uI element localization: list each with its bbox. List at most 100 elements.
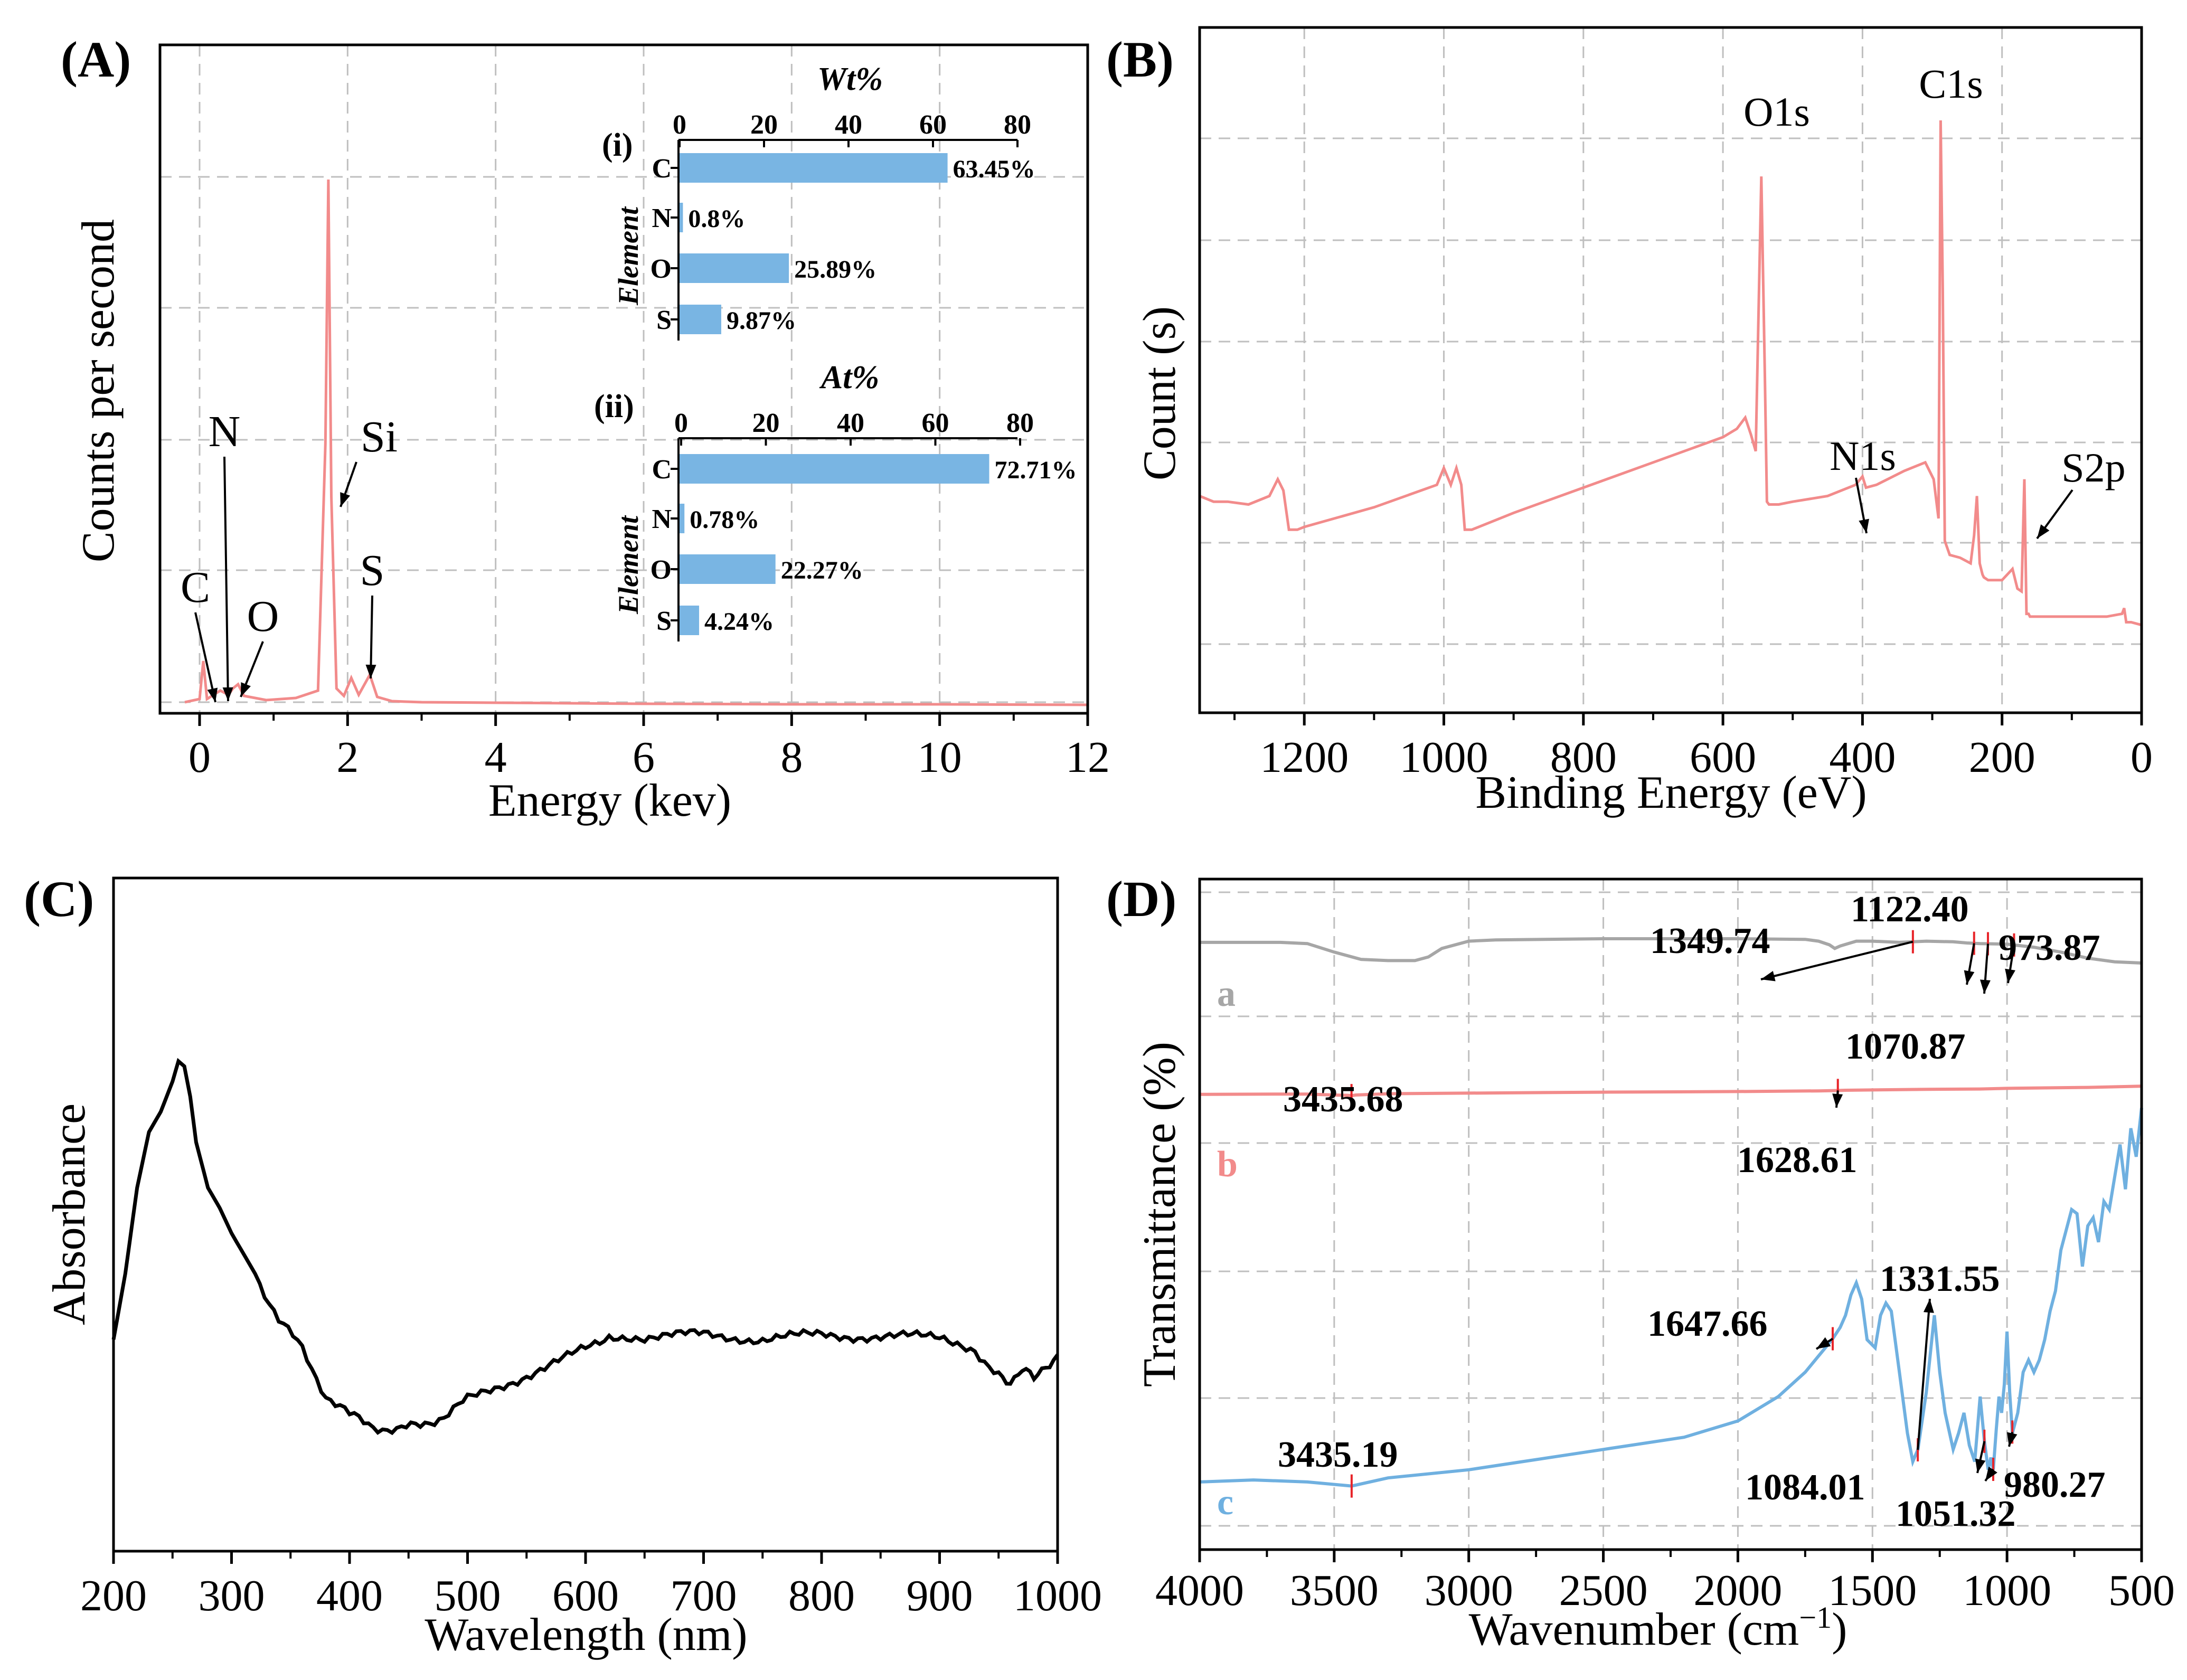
x-tick-label: 12 bbox=[1066, 733, 1110, 782]
x-tick-label: 700 bbox=[671, 1571, 737, 1620]
peak-label-c: C bbox=[181, 563, 210, 612]
peak-label-o: O bbox=[247, 592, 279, 641]
panel-b-plot-frame bbox=[1198, 26, 2143, 714]
panel-d-series-labels: a b c bbox=[1217, 974, 1238, 1523]
peak-label-o1s: O1s bbox=[1743, 89, 1810, 135]
inset-value-label-s: 9.87% bbox=[727, 307, 796, 335]
inset-value-label-s: 4.24% bbox=[704, 608, 774, 636]
panel-c-tag: (C) bbox=[24, 871, 94, 927]
inset-bar-n bbox=[680, 504, 685, 533]
panel-a-y-axis-label: Counts per second bbox=[73, 219, 124, 562]
peak-label-973.87: 973.87 bbox=[1999, 928, 2100, 968]
inset-bar-s bbox=[680, 305, 721, 334]
panel-c-x-axis-label: Wavelength (nm) bbox=[425, 1609, 747, 1660]
inset-wt-percent: Wt% (i) Element 0 20 40 60 80 C 63.45% N 0.8% O 25… bbox=[602, 61, 1035, 341]
inset-x-tick-label: 60 bbox=[922, 408, 949, 438]
x-tick-label: 600 bbox=[1690, 733, 1756, 782]
panel-d-grid bbox=[1200, 879, 2142, 1550]
panel-b-x-ticks: 1200 1000 800 600 400 200 0 bbox=[1233, 713, 2153, 782]
peak-1084.01-arrowhead bbox=[1975, 1458, 1986, 1473]
x-tick-label: 1000 bbox=[1013, 1571, 1102, 1620]
ftir-line-c bbox=[1199, 1108, 2143, 1488]
panel-c-y-axis-label: Absorbance bbox=[44, 1103, 95, 1325]
panel-b-x-axis-label: Binding Energy (eV) bbox=[1475, 767, 1867, 818]
x-tick-label: 3500 bbox=[1290, 1566, 1379, 1615]
x-tick-label: 6 bbox=[633, 733, 655, 782]
ftir-line-a bbox=[1200, 937, 2142, 965]
panel-c-x-ticks: 200 300 400 500 600 700 800 900 1000 bbox=[80, 1551, 1102, 1620]
inset-category-n: N bbox=[652, 504, 672, 534]
peak-c-arrowhead bbox=[207, 687, 218, 702]
x-tick-label: 2000 bbox=[1693, 1566, 1782, 1615]
x-tick-label: 1500 bbox=[1828, 1566, 1917, 1615]
panel-b-peak-labels: O1s C1s N1s S2p bbox=[1743, 61, 2126, 540]
peak-1331.55-arrowhead bbox=[1923, 1299, 1934, 1313]
x-tick-label: 600 bbox=[552, 1571, 619, 1620]
inset-value-label-c: 63.45% bbox=[953, 155, 1035, 183]
inset-category-c: C bbox=[652, 455, 672, 485]
panel-b-y-axis-label: Count (s) bbox=[1134, 306, 1185, 480]
panel-b: (B) 1200 1000 800 600 400 200 0 Binding Energy… bbox=[1106, 26, 2153, 818]
panel-d-tag: (D) bbox=[1106, 871, 1176, 927]
xps-survey-line bbox=[1199, 120, 2142, 627]
peak-si-arrowhead bbox=[340, 492, 351, 507]
inset-wt-y-label: Element bbox=[612, 206, 644, 306]
peak-label-1628.61: 1628.61 bbox=[1737, 1140, 1858, 1181]
panel-a-peak-labels: C N O Si S bbox=[181, 407, 398, 703]
peak-label-s2p: S2p bbox=[2061, 445, 2125, 490]
inset-bar-o bbox=[680, 253, 789, 283]
series-label-c: c bbox=[1217, 1482, 1233, 1523]
inset-value-label-c: 72.71% bbox=[994, 456, 1077, 484]
inset-x-tick-label: 40 bbox=[835, 110, 862, 140]
panel-d-y-axis-label: Transmittance (%) bbox=[1134, 1042, 1185, 1387]
peak-973.87-arrowhead bbox=[2005, 968, 2015, 983]
inset-x-tick-label: 40 bbox=[837, 408, 864, 438]
peak-label-1647.66: 1647.66 bbox=[1647, 1304, 1768, 1344]
peak-label-1349.74: 1349.74 bbox=[1650, 921, 1770, 961]
peak-label-1331.55: 1331.55 bbox=[1880, 1259, 2000, 1299]
inset-at-title: At% bbox=[819, 360, 879, 395]
panel-a-x-ticks: 0 2 4 6 8 10 12 bbox=[188, 713, 1110, 782]
peak-label-3435.68: 3435.68 bbox=[1283, 1079, 1403, 1120]
eds-spectrum-line bbox=[184, 179, 1088, 706]
panel-d-x-axis-label-close: ) bbox=[1832, 1604, 1847, 1655]
panel-d-peak-labels: 1349.74 1122.40 973.87 1070.87 3435.68 1628.6… bbox=[1278, 889, 2106, 1534]
x-tick-label: 400 bbox=[316, 1571, 383, 1620]
x-tick-label: 200 bbox=[1969, 733, 2035, 782]
peak-label-n1s: N1s bbox=[1830, 433, 1896, 479]
x-tick-label: 1200 bbox=[1260, 733, 1349, 782]
panel-d-x-axis-label-main: Wavenumber (cm bbox=[1469, 1604, 1799, 1655]
inset-wt-tag: (i) bbox=[602, 127, 633, 163]
peak-n-leader bbox=[223, 456, 229, 702]
inset-bar-c bbox=[680, 454, 989, 484]
inset-bar-c bbox=[680, 153, 948, 183]
inset-x-tick-label: 80 bbox=[1006, 408, 1034, 438]
x-tick-label: 8 bbox=[780, 733, 803, 782]
x-tick-label: 2 bbox=[336, 733, 359, 782]
x-tick-label: 3000 bbox=[1425, 1566, 1513, 1615]
inset-wt-bars: 0 20 40 60 80 C 63.45% N 0.8% O 25.89% S 9.87% bbox=[651, 110, 1035, 341]
x-tick-label: 1000 bbox=[1963, 1566, 2051, 1615]
inset-at-tag: (ii) bbox=[594, 389, 634, 424]
inset-at-y-label: Element bbox=[612, 515, 644, 615]
inset-bar-s bbox=[680, 606, 700, 635]
x-tick-label: 200 bbox=[80, 1571, 147, 1620]
peak-n1s-arrowhead bbox=[1859, 518, 1869, 533]
inset-x-tick-label: 0 bbox=[673, 110, 686, 140]
peak-label-c1s: C1s bbox=[1919, 61, 1983, 107]
peak-1070.87-arrowhead bbox=[1979, 979, 1991, 994]
inset-x-tick-label: 20 bbox=[750, 110, 778, 140]
peak-1349.74-arrowhead bbox=[1761, 971, 1776, 981]
x-tick-label: 900 bbox=[907, 1571, 973, 1620]
inset-x-tick-label: 0 bbox=[674, 408, 688, 438]
peak-label-s: S bbox=[360, 546, 385, 595]
inset-value-label-o: 22.27% bbox=[781, 556, 863, 584]
peak-1051.32-arrowhead bbox=[1985, 1466, 1997, 1481]
inset-value-label-n: 0.78% bbox=[690, 506, 759, 534]
x-tick-label: 800 bbox=[788, 1571, 855, 1620]
inset-category-o: O bbox=[651, 555, 672, 585]
peak-label-n: N bbox=[209, 407, 241, 456]
x-tick-label: 800 bbox=[1550, 733, 1617, 782]
series-label-a: a bbox=[1217, 974, 1236, 1014]
